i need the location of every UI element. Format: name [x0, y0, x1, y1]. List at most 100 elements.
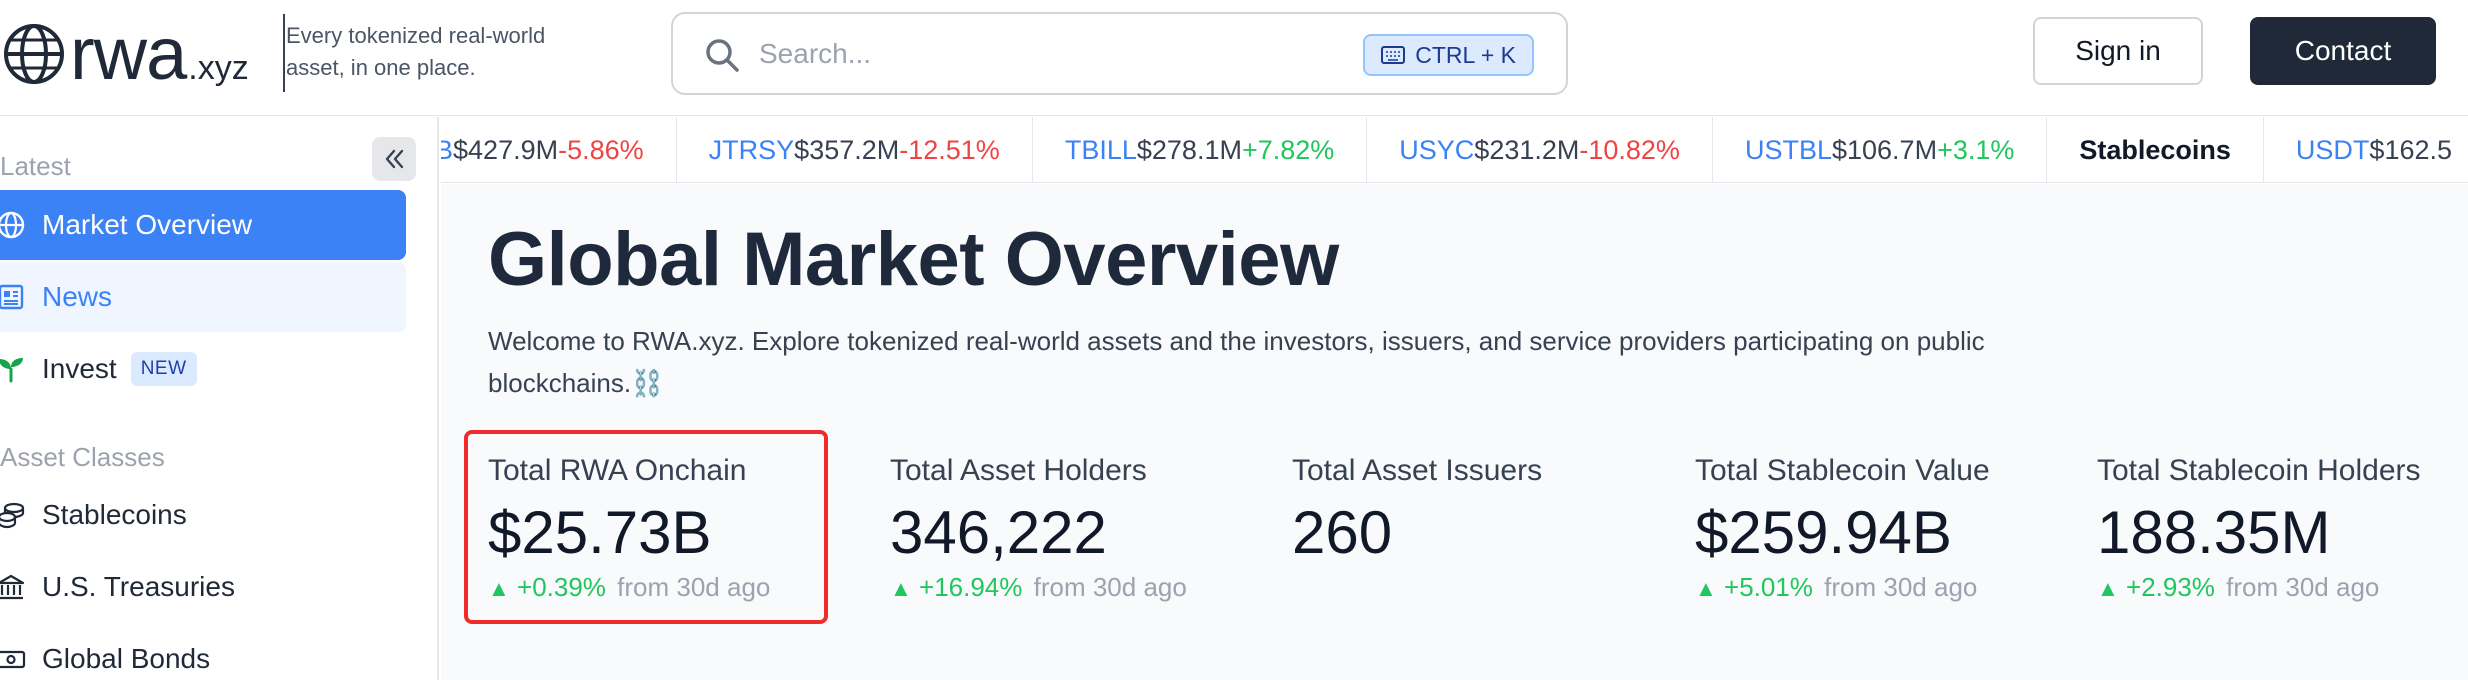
sidebar-item-label: U.S. Treasuries: [42, 571, 235, 602]
new-badge: NEW: [130, 352, 197, 386]
logo-wordmark: rwa: [70, 12, 187, 95]
page-intro: Welcome to RWA.xyz. Explore tokenized re…: [488, 326, 1985, 398]
triangle-up-icon: ▲: [890, 576, 912, 601]
stat-value: 260: [1292, 499, 1393, 566]
sidebar-item-label: Global Bonds: [42, 643, 211, 674]
site-tagline: Every tokenized real-world asset, in one…: [286, 23, 546, 80]
ticker-symbol: B: [441, 135, 453, 166]
stat-value: $259.94B: [1695, 499, 1952, 566]
stat-total-stablecoin-holders: Total Stablecoin Holders 188.35M ▲ +2.93…: [2097, 454, 2457, 616]
sidebar-item-invest[interactable]: Invest NEW: [0, 334, 406, 404]
search-icon: [706, 39, 739, 72]
market-ticker: B $427.9M -5.86% JTRSY $357.2M -12.51% T…: [441, 117, 2468, 183]
stat-value: 346,222: [890, 499, 1107, 566]
ticker-item[interactable]: USTBL $106.7M +3.1%: [1713, 117, 2048, 182]
sidebar-item-market-overview[interactable]: Market Overview: [0, 190, 406, 260]
stat-total-stablecoin-value: Total Stablecoin Value $259.94B ▲ +5.01%…: [1695, 454, 2055, 616]
stat-change-period: from 30d ago: [617, 572, 771, 602]
highlight-box: [464, 430, 828, 624]
stat-total-rwa-onchain: Total RWA Onchain $25.73B ▲ +0.39% from …: [488, 454, 848, 616]
stat-change-pct: +2.93%: [2126, 572, 2215, 602]
triangle-up-icon: ▲: [1695, 576, 1717, 601]
stat-change-pct: +0.39%: [517, 572, 606, 602]
banknote-icon: [0, 650, 26, 669]
stat-total-asset-issuers: Total Asset Issuers 260: [1292, 454, 1652, 616]
sidebar-item-label: Stablecoins: [42, 499, 187, 530]
stat-value: $25.73B: [488, 499, 712, 566]
ticker-symbol: USTBL: [1744, 134, 1832, 165]
keyboard-icon: [1381, 46, 1406, 64]
main-content: Global Market Overview Welcome to RWA.xy…: [441, 184, 2468, 680]
stat-label: Total Asset Issuers: [1292, 454, 1543, 487]
stat-change-period: from 30d ago: [1033, 572, 1187, 602]
ticker-value: $231.2M: [1474, 134, 1580, 165]
stat-change: ▲ +5.01% from 30d ago: [1695, 572, 1977, 603]
sidebar-item-stablecoins[interactable]: Stablecoins: [0, 480, 406, 550]
ticker-item[interactable]: JTRSY $357.2M -12.51%: [677, 117, 1033, 182]
stat-change-period: from 30d ago: [2226, 572, 2380, 602]
search-shortcut-label: CTRL + K: [1415, 41, 1516, 68]
globe-logo-icon: [4, 24, 64, 84]
ticker-change: +7.82%: [1241, 134, 1335, 165]
triangle-up-icon: ▲: [488, 576, 510, 601]
stat-label: Total Asset Holders: [890, 454, 1147, 487]
sidebar-item-label: Invest: [42, 353, 117, 384]
search-shortcut-badge: CTRL + K: [1363, 34, 1534, 76]
ticker-symbol: USYC: [1399, 134, 1475, 165]
ticker-value: $357.2M: [794, 134, 900, 165]
stat-total-asset-holders: Total Asset Holders 346,222 ▲ +16.94% fr…: [890, 454, 1250, 616]
sidebar-section-asset-classes: Asset Classes: [0, 442, 165, 472]
stat-change-pct: +5.01%: [1724, 572, 1813, 602]
ticker-change: -12.51%: [899, 134, 1000, 165]
page-title: Global Market Overview: [488, 217, 1339, 302]
bank-icon: [0, 574, 25, 600]
ticker-value: $278.1M: [1136, 134, 1242, 165]
stat-label: Total RWA Onchain: [488, 454, 747, 487]
sidebar-section-latest: Latest: [0, 151, 71, 181]
ticker-category-stablecoins[interactable]: Stablecoins: [2047, 117, 2264, 182]
sidebar-item-label: News: [42, 281, 113, 312]
stat-change: ▲ +16.94% from 30d ago: [890, 572, 1187, 603]
stat-value: 188.35M: [2097, 499, 2331, 566]
chevrons-left-icon: [385, 149, 404, 169]
ticker-value: $162.5: [2369, 134, 2453, 165]
search-bar[interactable]: CTRL + K: [671, 12, 1568, 95]
sprout-icon: [0, 358, 23, 383]
coins-icon: [0, 502, 25, 529]
ticker-change: +3.1%: [1937, 134, 2015, 165]
stat-change: ▲ +0.39% from 30d ago: [488, 572, 770, 603]
ticker-item[interactable]: B $427.9M -5.86%: [441, 117, 677, 182]
newspaper-icon: [0, 284, 24, 310]
search-input[interactable]: [759, 32, 1259, 76]
triangle-up-icon: ▲: [2097, 576, 2119, 601]
ticker-symbol: TBILL: [1064, 134, 1137, 165]
site-logo[interactable]: rwa .xyz: [2, 14, 249, 94]
sidebar-item-label: Market Overview: [42, 209, 253, 240]
stat-change-pct: +16.94%: [919, 572, 1023, 602]
stat-change-period: from 30d ago: [1824, 572, 1978, 602]
logo-suffix: .xyz: [188, 48, 249, 87]
sidebar-item-news[interactable]: News: [0, 262, 406, 332]
ticker-item[interactable]: USDT $162.5: [2264, 117, 2468, 182]
sign-in-button[interactable]: Sign in: [2033, 17, 2203, 85]
tagline-divider: [283, 14, 285, 92]
ticker-change: -10.82%: [1579, 134, 1680, 165]
ticker-symbol: USDT: [2295, 134, 2370, 165]
ticker-value: $427.9M: [453, 134, 559, 165]
globe-icon: [0, 211, 25, 239]
top-header: rwa .xyz Every tokenized real-world asse…: [0, 0, 2468, 116]
sidebar-item-global-bonds[interactable]: Global Bonds: [0, 624, 406, 680]
contact-button[interactable]: Contact: [2250, 17, 2436, 85]
sidebar: Latest Market Overview News: [0, 117, 439, 680]
ticker-change: -5.86%: [558, 134, 644, 165]
sidebar-item-us-treasuries[interactable]: U.S. Treasuries: [0, 552, 406, 622]
stat-label: Total Stablecoin Holders: [2097, 454, 2421, 487]
collapse-sidebar-button[interactable]: [372, 137, 416, 181]
ticker-symbol: JTRSY: [708, 134, 795, 165]
ticker-item[interactable]: TBILL $278.1M +7.82%: [1033, 117, 1368, 182]
ticker-value: $106.7M: [1831, 134, 1938, 165]
ticker-item[interactable]: USYC $231.2M -10.82%: [1367, 117, 1713, 182]
stat-change: ▲ +2.93% from 30d ago: [2097, 572, 2379, 603]
stat-label: Total Stablecoin Value: [1695, 454, 1990, 487]
